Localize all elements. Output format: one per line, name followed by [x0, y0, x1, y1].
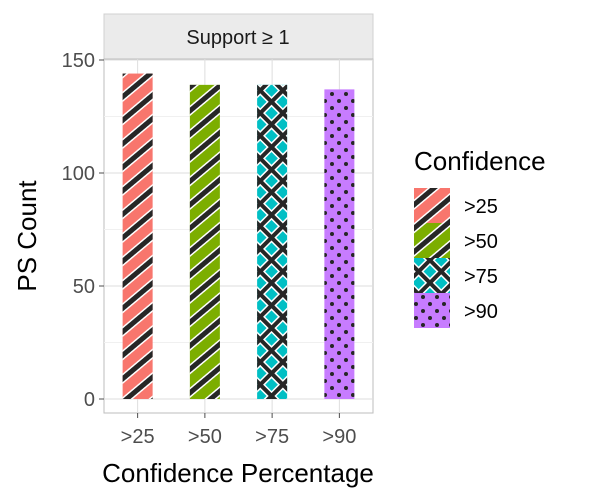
x-tick-label: >90: [322, 426, 356, 448]
y-tick-label: 0: [84, 389, 95, 411]
bar-4: [324, 89, 355, 399]
legend-key-pattern: [414, 293, 450, 328]
x-tick-label: >25: [121, 426, 155, 448]
bars: [122, 73, 355, 400]
bar-pattern: [324, 89, 355, 399]
y-tick-label: 100: [62, 163, 95, 185]
facet-strip: [103, 13, 374, 60]
y-tick-label: 50: [73, 276, 95, 298]
y-axis-title: PS Count: [12, 180, 42, 292]
legend-key-pattern: [414, 223, 450, 258]
legend-item: >75: [414, 258, 498, 293]
legend-key-pattern: [414, 188, 450, 223]
bar-pattern: [122, 73, 153, 399]
x-tick-label: >75: [255, 426, 289, 448]
legend-label: >50: [464, 231, 498, 253]
bar-3: [257, 84, 288, 400]
x-axis: >25 >50 >75 >90: [121, 413, 356, 448]
y-axis: 0 50 100 150: [62, 50, 104, 411]
legend-key-pattern: [414, 258, 450, 293]
legend-item: >50: [414, 223, 498, 258]
bar-2: [189, 84, 220, 400]
legend-item: >25: [414, 188, 498, 223]
legend-title: Confidence: [414, 146, 546, 176]
legend-label: >90: [464, 301, 498, 323]
facet-strip-label: Support ≥ 1: [186, 27, 289, 49]
legend-label: >25: [464, 196, 498, 218]
legend-label: >75: [464, 266, 498, 288]
x-tick-label: >50: [188, 426, 222, 448]
x-axis-title: Confidence Percentage: [102, 458, 374, 488]
legend: >25 >50 >75 >90: [414, 188, 498, 328]
bar-1: [122, 73, 153, 399]
y-tick-label: 150: [62, 50, 95, 72]
legend-item: >90: [414, 293, 498, 328]
bar-pattern: [257, 84, 288, 400]
bar-pattern: [189, 84, 220, 400]
